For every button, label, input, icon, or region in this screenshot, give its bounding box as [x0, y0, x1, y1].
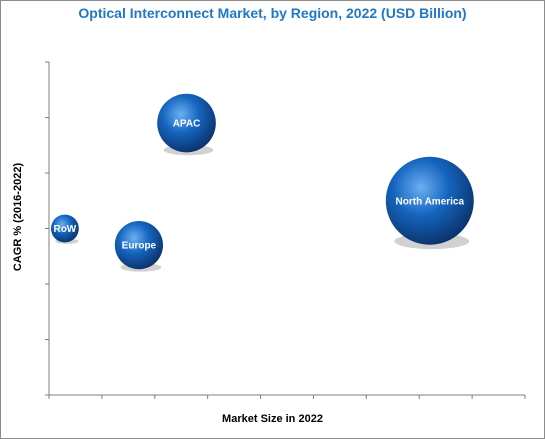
bubble-row [50, 214, 79, 243]
y-axis-label: CAGR % (2016-2022) [12, 162, 24, 272]
bubble-apac [157, 93, 216, 153]
chart-title: Optical Interconnect Market, by Region, … [78, 5, 467, 21]
bubble-label-europe: Europe [122, 241, 157, 252]
bubble-label-north-america: North America [396, 196, 465, 207]
bubble-series: North America APAC Europe RoW [50, 93, 474, 272]
x-axis-label: Market Size in 2022 [222, 413, 323, 425]
bubble-label-apac: APAC [173, 119, 201, 130]
bubble-europe [114, 221, 164, 270]
bubble-label-row: RoW [53, 224, 76, 235]
bubble-north-america [385, 156, 474, 245]
axis-ticks [45, 61, 526, 399]
